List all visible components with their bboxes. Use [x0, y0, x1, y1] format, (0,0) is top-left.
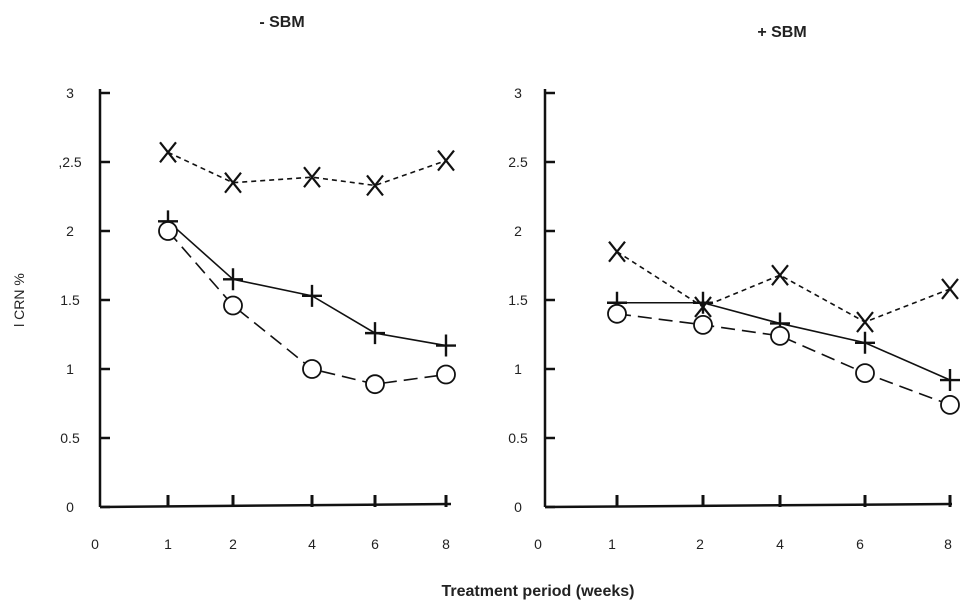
data-point-x: [437, 149, 455, 172]
x-tick-label: 2: [229, 536, 237, 552]
y-tick-label: ,2.5: [58, 154, 82, 170]
y-tick-label: 0: [514, 499, 522, 515]
data-point-plus: [436, 334, 456, 357]
y-tick-label: 0: [66, 499, 74, 515]
y-tick-label: 1.5: [60, 292, 80, 308]
data-point-plus: [855, 331, 875, 354]
data-point-x: [941, 278, 959, 300]
data-point-circle: [436, 364, 456, 385]
y-tick-label: 2.5: [508, 154, 528, 170]
data-point-x: [608, 241, 626, 263]
y-tick-label: 2: [66, 223, 74, 239]
data-point-circle: [223, 295, 243, 316]
x-tick-label: 1: [608, 536, 616, 552]
data-point-circle: [940, 394, 960, 415]
x-tick-label: 0: [534, 536, 542, 552]
y-tick-label: 3: [514, 85, 522, 101]
x-tick-label: 4: [308, 536, 316, 552]
data-point-x: [856, 311, 874, 333]
right-panel-title: + SBM: [757, 24, 806, 41]
data-point-plus: [223, 268, 243, 291]
series-line-x: [167, 151, 447, 187]
x-tick-label: 4: [776, 536, 784, 552]
x-tick-label: 8: [944, 536, 952, 552]
right-panel: 0 0.5 1 1.5 2 2.5 3 0 1 2 4 6 8: [508, 85, 960, 552]
data-point-circle: [770, 325, 790, 346]
data-point-circle: [607, 303, 627, 324]
x-tick-label: 8: [442, 536, 450, 552]
data-point-circle: [365, 374, 385, 395]
data-point-plus: [693, 291, 713, 314]
data-point-circle: [693, 314, 713, 335]
data-point-plus: [365, 322, 385, 345]
x-tick-label: 1: [164, 536, 172, 552]
data-point-plus: [940, 369, 960, 392]
data-point-circle: [302, 359, 322, 379]
data-point-x: [224, 172, 242, 194]
y-tick-label: 3: [66, 85, 74, 101]
data-point-x: [159, 141, 177, 164]
data-point-x: [771, 264, 789, 286]
left-panel: 0 0.5 1 1.5 2 ,2.5 3 0 1 2 4 6 8: [58, 85, 456, 552]
y-tick-label: 1.5: [508, 292, 528, 308]
x-axis-line: [99, 502, 452, 509]
data-point-x: [366, 174, 384, 197]
x-tick-label: 0: [91, 536, 99, 552]
x-tick-label: 6: [371, 536, 379, 552]
y-tick-label: 0.5: [508, 430, 528, 446]
data-point-plus: [302, 284, 322, 307]
y-axis-label: l CRN %: [11, 273, 27, 327]
x-tick-label: 2: [696, 536, 704, 552]
series-line-plus: [167, 220, 447, 347]
x-tick-label: 6: [856, 536, 864, 552]
x-axis-label: Treatment period (weeks): [442, 583, 635, 600]
y-tick-label: 1: [514, 361, 522, 377]
x-axis-line: [544, 502, 953, 509]
y-tick-label: 0.5: [60, 430, 80, 446]
left-panel-title: - SBM: [259, 14, 304, 31]
data-point-circle: [158, 221, 178, 241]
data-point-x: [303, 166, 321, 188]
series-line-x: [616, 251, 951, 323]
y-tick-label: 2: [514, 223, 522, 239]
data-point-circle: [855, 363, 875, 384]
y-tick-label: 1: [66, 361, 74, 377]
